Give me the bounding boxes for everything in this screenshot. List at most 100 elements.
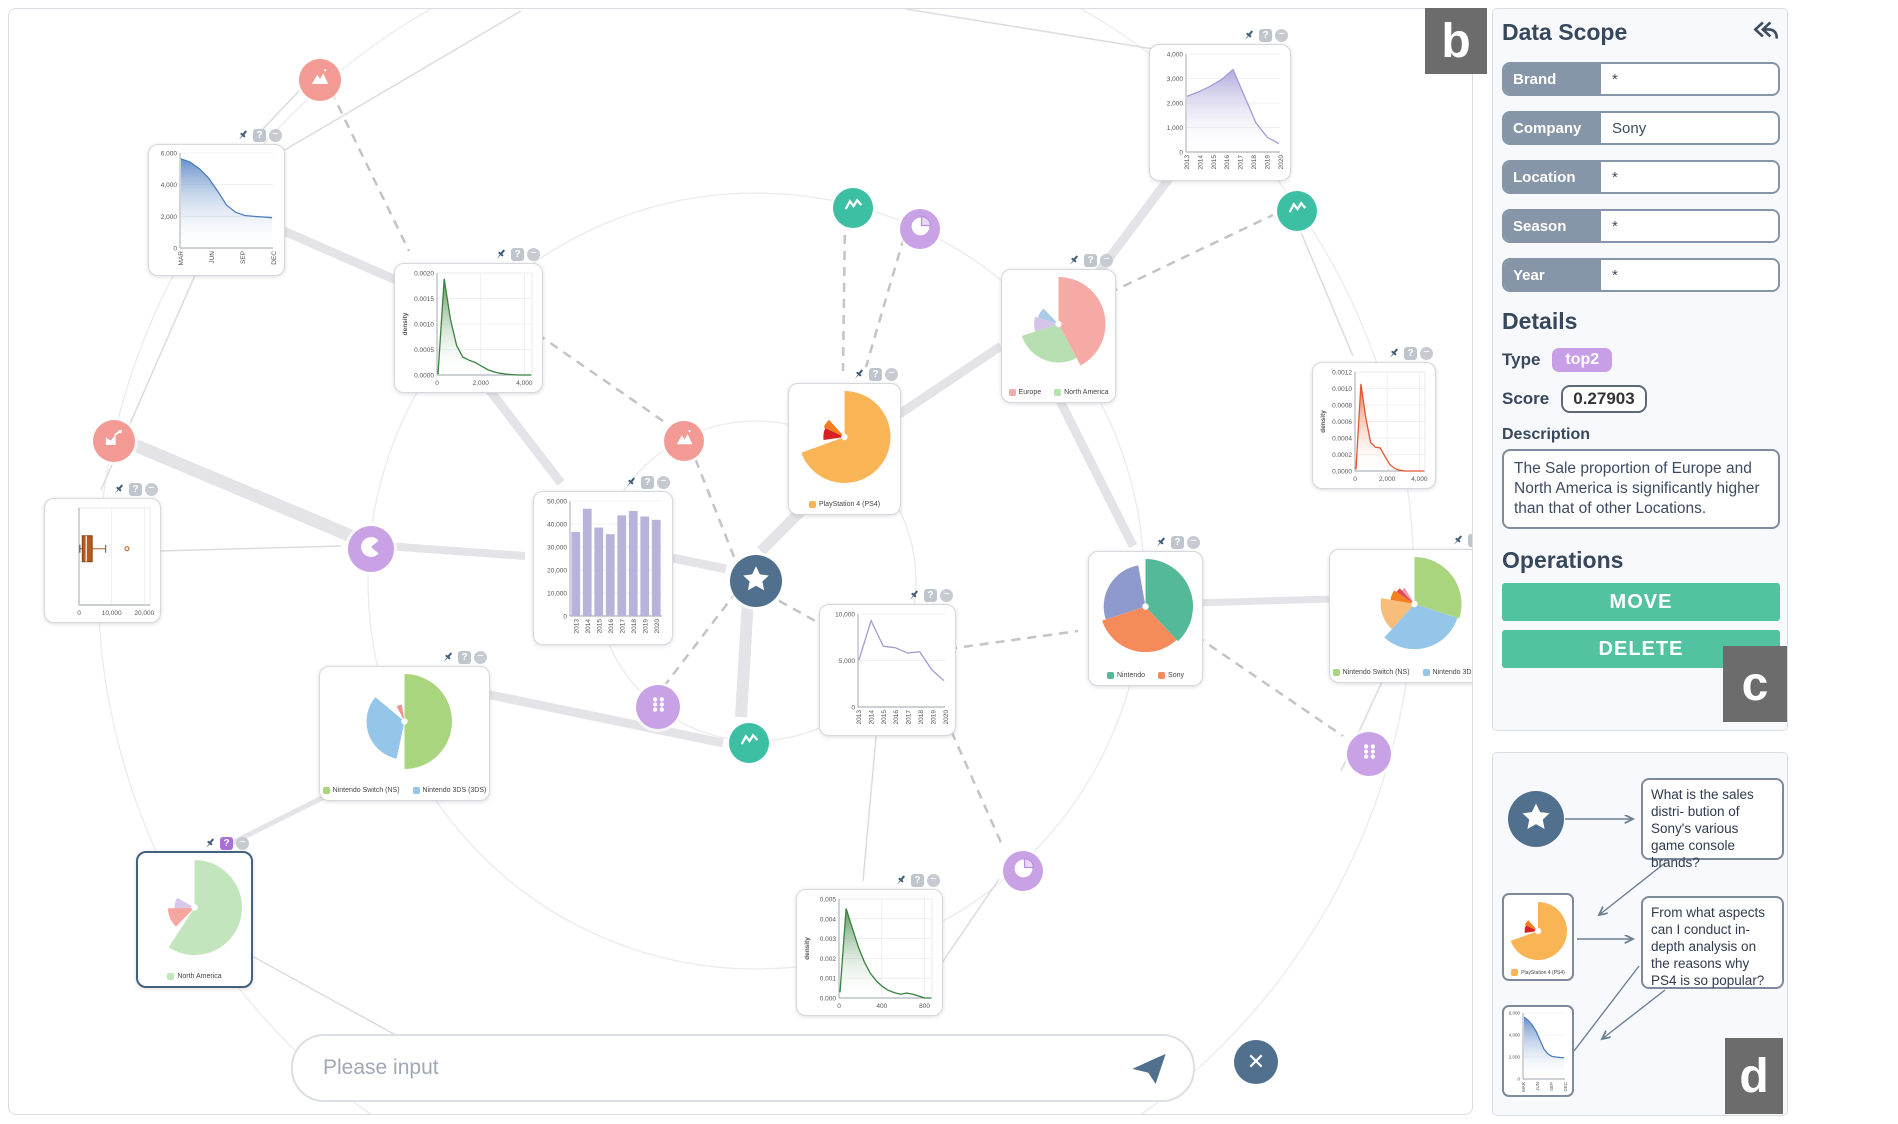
chart-card-yearly-bars[interactable]: 50,000 40,000 30,000 20,000 10,000 0 2013 2014 2… bbox=[533, 476, 673, 645]
query-input-bar[interactable] bbox=[291, 1034, 1195, 1102]
chart-card-pie-europe-na[interactable]: Europe North America? − bbox=[1001, 254, 1116, 403]
field-row-season[interactable]: Season * bbox=[1502, 209, 1780, 243]
chart-card-pie-north-america-selected[interactable]: North America? − bbox=[136, 837, 253, 988]
collapse-icon[interactable]: − bbox=[527, 248, 540, 261]
collapse-icon[interactable]: − bbox=[1275, 29, 1288, 42]
collapse-icon[interactable]: − bbox=[927, 874, 940, 887]
field-value[interactable]: * bbox=[1612, 217, 1618, 235]
send-icon[interactable] bbox=[1127, 1048, 1171, 1088]
field-row-company[interactable]: Company Sony bbox=[1502, 111, 1780, 145]
collapse-icon[interactable]: − bbox=[145, 483, 158, 496]
trend-line-node-3[interactable] bbox=[729, 723, 769, 763]
details-heading: Details bbox=[1502, 308, 1578, 334]
field-value[interactable]: * bbox=[1612, 168, 1618, 186]
collapse-icon[interactable]: − bbox=[885, 368, 898, 381]
field-value[interactable]: * bbox=[1612, 70, 1618, 88]
flow-thumb-line-monthly[interactable]: 6,000 4,000 2,000 0 MAR JUN SEP DEC bbox=[1502, 1005, 1574, 1097]
insight-question-icon[interactable]: ? bbox=[924, 589, 937, 602]
pin-icon[interactable] bbox=[893, 873, 908, 888]
chart-card-density-green[interactable]: 0.0020 0.0015 0.0010 0.0005 0.0000 0 2,000 4,00… bbox=[394, 248, 543, 393]
pin-icon[interactable] bbox=[851, 367, 866, 382]
pin-icon[interactable] bbox=[111, 482, 126, 497]
pin-icon[interactable] bbox=[1066, 253, 1081, 268]
trend-line-node-2[interactable] bbox=[1277, 191, 1317, 231]
insight-question-icon[interactable]: ? bbox=[641, 476, 654, 489]
peak-chart-node-2[interactable] bbox=[664, 421, 704, 461]
chart-card-density-green-bottom[interactable]: 0.005 0.004 0.003 0.002 0.001 0.000 0 400 800 den… bbox=[796, 874, 943, 1016]
pin-icon[interactable] bbox=[235, 128, 250, 143]
svg-text:0: 0 bbox=[1179, 149, 1183, 156]
insight-question-icon[interactable]: ? bbox=[1468, 534, 1472, 547]
pin-icon[interactable] bbox=[623, 475, 638, 490]
collapse-icon[interactable]: − bbox=[236, 837, 249, 850]
group-dots-node[interactable] bbox=[636, 685, 680, 729]
query-input[interactable] bbox=[321, 1055, 1127, 1081]
field-row-location[interactable]: Location * bbox=[1502, 160, 1780, 194]
flow-question-1[interactable]: What is the sales distri- bution of Sony… bbox=[1641, 778, 1784, 870]
chart-card-monthly-sales-area[interactable]: 6,000 4,000 2,000 0 MAR JUN SEP DEC? − bbox=[148, 129, 285, 276]
flow-arrows bbox=[1565, 753, 1666, 1052]
collapse-icon[interactable]: − bbox=[1187, 536, 1200, 549]
peak-chart-node[interactable] bbox=[299, 59, 341, 101]
insight-question-icon[interactable]: ? bbox=[869, 368, 882, 381]
svg-text:4,000: 4,000 bbox=[1509, 1033, 1521, 1038]
collapse-icon[interactable]: − bbox=[940, 589, 953, 602]
pin-icon[interactable] bbox=[1450, 533, 1465, 548]
quarter-pie-node-2[interactable] bbox=[1003, 851, 1043, 891]
collapse-icon[interactable]: − bbox=[474, 651, 487, 664]
close-button[interactable]: ✕ bbox=[1234, 1040, 1278, 1084]
insight-question-icon[interactable]: ? bbox=[511, 248, 524, 261]
collapse-icon[interactable]: − bbox=[1100, 254, 1113, 267]
undo-icon[interactable] bbox=[1750, 17, 1780, 48]
field-value[interactable]: * bbox=[1612, 266, 1618, 284]
trend-chart-node[interactable] bbox=[93, 420, 135, 462]
insight-question-icon[interactable]: ? bbox=[1259, 29, 1272, 42]
chart-card-boxplot[interactable]: 0 10,000 20,000? − bbox=[44, 483, 161, 623]
flow-question-2[interactable]: From what aspects can I conduct in-depth… bbox=[1641, 896, 1784, 989]
quarter-pie-node[interactable] bbox=[900, 209, 940, 249]
insight-question-icon[interactable]: ? bbox=[220, 837, 233, 850]
pin-icon[interactable] bbox=[1241, 28, 1256, 43]
insight-question-icon[interactable]: ? bbox=[458, 651, 471, 664]
pin-icon[interactable] bbox=[906, 588, 921, 603]
pin-icon[interactable] bbox=[202, 836, 217, 851]
svg-text:0.0010: 0.0010 bbox=[414, 321, 434, 328]
pin-icon[interactable] bbox=[440, 650, 455, 665]
flow-thumb-pie-ps4[interactable]: PlayStation 4 (PS4) bbox=[1502, 893, 1574, 981]
chart-card-pie-switch-3ds-right[interactable]: Nintendo Switch (NS) Nintendo 3DS (3DS) ?− bbox=[1329, 534, 1472, 683]
collapse-icon[interactable]: − bbox=[269, 129, 282, 142]
chart-card-pie-nintendo-sony[interactable]: Nintendo Sony? − bbox=[1088, 536, 1203, 686]
proportion-node[interactable] bbox=[348, 526, 394, 572]
collapse-icon[interactable]: − bbox=[657, 476, 670, 489]
field-row-year[interactable]: Year * bbox=[1502, 258, 1780, 292]
field-row-brand[interactable]: Brand * bbox=[1502, 62, 1780, 96]
insight-question-icon[interactable]: ? bbox=[911, 874, 924, 887]
svg-text:0.005: 0.005 bbox=[820, 896, 837, 903]
chart-card-area-purple-topright[interactable]: 4,000 3,000 2,000 1,000 0 2013 2014 2015 2016 201… bbox=[1149, 29, 1291, 181]
group-dots-node-2[interactable] bbox=[1347, 732, 1391, 776]
trend-line-node[interactable] bbox=[833, 188, 873, 228]
root-question-node[interactable] bbox=[730, 555, 782, 607]
quarter-pie-icon bbox=[1011, 856, 1036, 886]
insight-question-icon[interactable]: ? bbox=[1404, 347, 1417, 360]
description-box: The Sale proportion of Europe and North … bbox=[1502, 449, 1780, 530]
mountain-chart-icon bbox=[672, 426, 697, 456]
insight-question-icon[interactable]: ? bbox=[129, 483, 142, 496]
chart-card-pie-ps4[interactable]: PlayStation 4 (PS4)? − bbox=[788, 368, 901, 515]
insight-question-icon[interactable]: ? bbox=[1084, 254, 1097, 267]
graph-canvas[interactable]: 6,000 4,000 2,000 0 MAR JUN SEP DEC? − 0.0020 0.0… bbox=[8, 8, 1473, 1115]
chart-card-density-red[interactable]: 0.0012 0.0010 0.0008 0.0006 0.0004 0.0002 0.00… bbox=[1312, 347, 1436, 489]
svg-text:20,000: 20,000 bbox=[547, 567, 567, 574]
chart-card-line-purple-center[interactable]: 10,000 5,000 0 2013 2014 2015 2016 2017 2018 2019… bbox=[819, 589, 956, 736]
insight-question-icon[interactable]: ? bbox=[253, 129, 266, 142]
pin-icon[interactable] bbox=[1386, 346, 1401, 361]
pin-icon[interactable] bbox=[493, 247, 508, 262]
move-button[interactable]: MOVE bbox=[1502, 583, 1780, 622]
flow-root-node[interactable] bbox=[1508, 791, 1564, 847]
collapse-icon[interactable]: − bbox=[1420, 347, 1433, 360]
svg-text:2017: 2017 bbox=[906, 710, 913, 725]
insight-question-icon[interactable]: ? bbox=[1171, 536, 1184, 549]
field-value[interactable]: Sony bbox=[1612, 119, 1647, 137]
chart-card-pie-switch-3ds-left[interactable]: Nintendo Switch (NS) Nintendo 3DS (3DS)? − bbox=[319, 651, 490, 801]
pin-icon[interactable] bbox=[1153, 535, 1168, 550]
